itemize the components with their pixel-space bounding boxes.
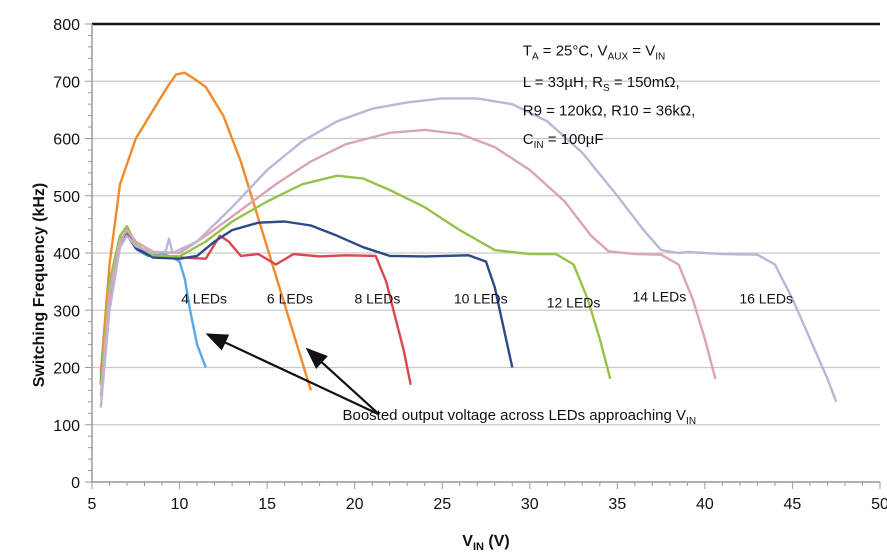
annotation-text: Boosted output voltage across LEDs appro… <box>342 407 696 427</box>
x-tick-label: 5 <box>88 496 97 513</box>
series-label: 4 LEDs <box>181 290 227 306</box>
series-line-16-leds <box>99 97 838 408</box>
y-tick-label: 300 <box>53 303 80 320</box>
x-tick-labels: 5 10 15 20 25 30 35 40 45 50 <box>88 496 887 513</box>
x-axis-title: VIN (V) <box>462 533 509 553</box>
axes <box>85 23 881 489</box>
x-tick-label: 20 <box>346 496 364 513</box>
x-tick-label: 30 <box>521 496 539 513</box>
y-axis-title: Switching Frequency (kHz) <box>31 183 48 387</box>
series-line-6-leds <box>99 71 313 391</box>
x-tick-label: 10 <box>171 496 189 513</box>
series-label: 14 LEDs <box>633 289 687 305</box>
y-tick-label: 700 <box>53 74 80 91</box>
series-lines <box>99 71 838 408</box>
series-label: 12 LEDs <box>547 294 601 310</box>
series-labels: 4 LEDs 6 LEDs 8 LEDs 10 LEDs 12 LEDs 14 LEDs 1… <box>181 289 793 311</box>
annotation-arrows <box>205 333 380 416</box>
y-tick-label: 400 <box>53 246 80 263</box>
y-tick-label: 200 <box>53 361 80 378</box>
annotation-arrow-2 <box>305 347 380 416</box>
y-tick-label: 800 <box>53 17 80 34</box>
conditions-line-1: TA = 25°C, VAUX = VIN <box>523 42 665 62</box>
annotation-arrow-1 <box>205 333 380 416</box>
x-tick-label: 45 <box>784 496 802 513</box>
y-tick-label: 600 <box>53 132 80 149</box>
series-label: 8 LEDs <box>354 290 400 306</box>
y-tick-label: 0 <box>71 475 80 492</box>
conditions-line-3: R9 = 120kΩ, R10 = 36kΩ, <box>523 103 696 120</box>
gridlines <box>92 22 880 483</box>
y-tick-label: 100 <box>53 418 80 435</box>
series-label: 10 LEDs <box>454 290 508 306</box>
y-tick-label: 500 <box>53 189 80 206</box>
x-tick-label: 25 <box>433 496 451 513</box>
conditions-line-2: L = 33µH, RS = 150mΩ, <box>523 74 680 94</box>
y-tick-labels: 0 100 200 300 400 500 600 700 800 <box>53 17 80 492</box>
x-tick-label: 35 <box>608 496 626 513</box>
series-label: 6 LEDs <box>267 290 313 306</box>
series-label: 16 LEDs <box>739 290 793 306</box>
conditions-line-4: CIN = 100µF <box>523 131 604 151</box>
series-line-14-leds <box>99 128 717 397</box>
x-tick-label: 50 <box>871 496 887 513</box>
x-tick-label: 40 <box>696 496 714 513</box>
x-tick-label: 15 <box>258 496 276 513</box>
